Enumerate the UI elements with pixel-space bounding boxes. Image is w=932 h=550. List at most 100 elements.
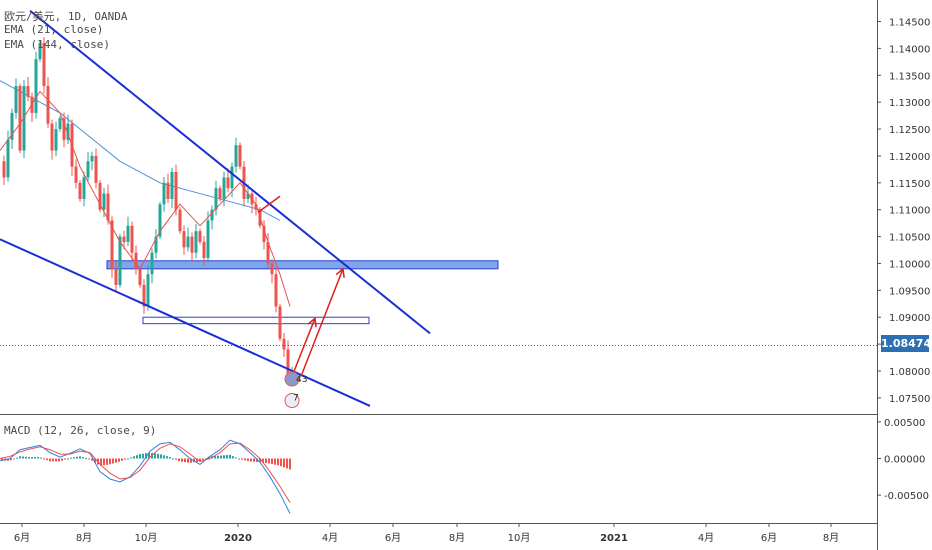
macd-histogram-bar bbox=[94, 458, 96, 463]
macd-histogram-bar bbox=[109, 458, 111, 465]
macd-histogram-bar bbox=[253, 458, 255, 462]
macd-histogram-bar bbox=[184, 458, 186, 463]
event-marker bbox=[284, 371, 300, 387]
time-tick-label: 4月 bbox=[698, 532, 714, 544]
candle-body bbox=[98, 182, 102, 210]
macd-histogram-bar bbox=[247, 458, 249, 461]
macd-histogram-bar bbox=[166, 456, 168, 459]
time-tick-label: 10月 bbox=[508, 532, 531, 544]
candle-body bbox=[54, 129, 58, 151]
macd-histogram-bar bbox=[238, 458, 240, 460]
ema-slow-line bbox=[0, 80, 281, 221]
price-tick-label: 1.13000 bbox=[889, 98, 930, 109]
candle-body bbox=[130, 225, 134, 253]
macd-histogram-bar bbox=[28, 456, 30, 459]
macd-histogram-bar bbox=[115, 458, 117, 463]
signal-line bbox=[0, 442, 291, 503]
candle-body bbox=[218, 188, 222, 199]
candle-body bbox=[126, 225, 130, 242]
channel-upper-line bbox=[29, 9, 431, 335]
candle-body bbox=[234, 145, 238, 167]
macd-histogram-bar bbox=[280, 458, 282, 467]
candle-body bbox=[182, 231, 186, 248]
macd-histogram-bar bbox=[76, 456, 78, 459]
macd-histogram-bar bbox=[112, 458, 114, 464]
candle-body bbox=[166, 182, 170, 199]
candle-body bbox=[34, 59, 38, 113]
macd-histogram-bar bbox=[190, 458, 192, 463]
channel-lower-line bbox=[0, 238, 371, 407]
macd-histogram-bar bbox=[229, 454, 231, 459]
resistance-stroke bbox=[257, 195, 281, 213]
macd-histogram-bar bbox=[55, 458, 57, 462]
candle-body bbox=[42, 43, 46, 87]
candle-body bbox=[282, 338, 286, 350]
macd-histogram-bar bbox=[277, 458, 279, 466]
candle-body bbox=[134, 252, 138, 269]
candle-body bbox=[254, 204, 258, 210]
macd-histogram-bar bbox=[220, 455, 222, 459]
macd-legend[interactable]: MACD (12, 26, close, 9) bbox=[4, 424, 157, 437]
candle-body bbox=[202, 241, 206, 259]
price-tick-label: 1.10500 bbox=[889, 233, 930, 244]
candle-body bbox=[230, 166, 234, 189]
candle-body bbox=[286, 349, 290, 377]
macd-histogram-bar bbox=[265, 458, 267, 464]
candle-body bbox=[142, 284, 146, 307]
time-tick-label: 4月 bbox=[322, 532, 338, 544]
macd-histogram-bar bbox=[187, 458, 189, 463]
last-price-tag: 1.08474 bbox=[881, 335, 932, 352]
macd-histogram-bar bbox=[79, 456, 81, 459]
macd-histogram-bar bbox=[181, 458, 183, 462]
candle-body bbox=[22, 86, 26, 151]
macd-histogram-bar bbox=[244, 458, 246, 461]
candle-body bbox=[238, 145, 242, 167]
candle-body bbox=[154, 236, 158, 253]
macd-histogram-bar bbox=[82, 457, 84, 459]
macd-histogram-bar bbox=[172, 458, 174, 460]
macd-histogram-bar bbox=[142, 453, 144, 459]
macd-histogram-bar bbox=[91, 458, 93, 461]
time-tick-label: 6月 bbox=[14, 532, 30, 544]
macd-histogram-bar bbox=[217, 455, 219, 459]
macd-histogram-bar bbox=[259, 458, 261, 463]
macd-histogram-bar bbox=[40, 457, 42, 459]
candle-body bbox=[178, 209, 182, 232]
candle-body bbox=[46, 86, 50, 124]
candle-body bbox=[214, 188, 218, 210]
macd-histogram-bar bbox=[283, 458, 285, 468]
macd-histogram-bar bbox=[88, 458, 90, 460]
candle-body bbox=[82, 177, 86, 199]
macd-histogram-bar bbox=[154, 453, 156, 459]
candle-body bbox=[10, 112, 14, 140]
symbol-legend[interactable]: 欧元/美元, 1D, OANDA bbox=[4, 10, 128, 23]
arrow-head bbox=[335, 267, 345, 278]
candle-body bbox=[210, 209, 214, 221]
price-tick-label: 1.07500 bbox=[889, 394, 930, 405]
time-tick-label: 10月 bbox=[135, 532, 158, 544]
candle-body bbox=[106, 193, 110, 221]
macd-line bbox=[0, 439, 291, 514]
ema-fast-legend[interactable]: EMA (21, close) bbox=[4, 23, 104, 36]
macd-histogram-bar bbox=[61, 458, 63, 461]
macd-histogram-bar bbox=[70, 457, 72, 459]
macd-histogram-bar bbox=[67, 458, 69, 460]
macd-histogram-bar bbox=[106, 458, 108, 465]
macd-histogram-bar bbox=[232, 456, 234, 459]
zone-rect bbox=[142, 316, 370, 325]
macd-histogram-bar bbox=[52, 458, 54, 462]
candle-body bbox=[274, 274, 278, 307]
macd-histogram-bar bbox=[271, 458, 273, 465]
macd-histogram-bar bbox=[262, 458, 264, 463]
candle-body bbox=[266, 241, 270, 264]
candle-body bbox=[66, 123, 70, 140]
candle-body bbox=[262, 225, 266, 242]
candle-body bbox=[50, 123, 54, 151]
macd-histogram-bar bbox=[214, 455, 216, 459]
time-tick-label: 6月 bbox=[761, 532, 777, 544]
time-tick-label: 2021 bbox=[600, 533, 628, 544]
macd-histogram-bar bbox=[58, 458, 60, 462]
macd-histogram-bar bbox=[49, 458, 51, 462]
ema-slow-legend[interactable]: EMA (144, close) bbox=[4, 38, 110, 51]
